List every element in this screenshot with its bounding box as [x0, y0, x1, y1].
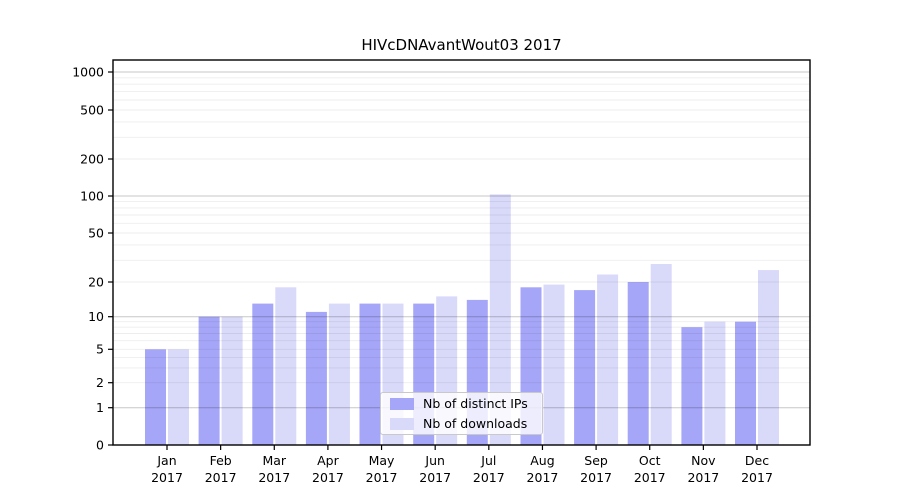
bar-may-distinct-ips: [359, 303, 381, 445]
bar-nov-downloads: [704, 321, 726, 445]
y-tick-label-0: 0: [96, 437, 104, 452]
x-tick-label-month-sep: Sep: [584, 453, 608, 468]
gridlines: [113, 71, 810, 409]
x-tick-label-month-jul: Jul: [480, 453, 496, 468]
x-tick-label-year-aug: 2017: [527, 470, 559, 485]
y-tick-label-200: 200: [80, 151, 104, 166]
legend-entry-distinct-ips: Nb of distinct IPs: [390, 396, 542, 411]
bar-dec-distinct-ips: [735, 321, 756, 445]
x-tick-label-month-oct: Oct: [639, 453, 661, 468]
bar-apr-distinct-ips: [305, 311, 327, 445]
x-tick-label-year-dec: 2017: [741, 470, 773, 485]
bar-jan-downloads: [168, 349, 189, 445]
x-tick-label-year-jun: 2017: [419, 470, 451, 485]
bar-feb-distinct-ips: [198, 316, 220, 445]
y-tick-label-2: 2: [96, 375, 104, 390]
bar-jan-distinct-ips: [145, 349, 166, 445]
y-tick-label-500: 500: [80, 102, 104, 117]
bar-aug-downloads: [543, 284, 565, 445]
y-tick-label-10: 10: [88, 309, 104, 324]
y-axis: 0 1 2 5 10 20 50 100 200 500 1000: [72, 64, 113, 452]
x-tick-label-month-jun: Jun: [424, 453, 445, 468]
bar-mar-downloads: [275, 287, 297, 445]
x-tick-label-month-feb: Feb: [210, 453, 232, 468]
x-tick-label-year-jul: 2017: [473, 470, 505, 485]
bar-jul-downloads: [489, 194, 511, 445]
x-tick-label-month-dec: Dec: [745, 453, 769, 468]
legend-entry-downloads: Nb of downloads: [390, 416, 542, 431]
bar-nov-distinct-ips: [681, 327, 703, 445]
legend-swatch-distinct-ips: [390, 397, 414, 410]
bar-sep-distinct-ips: [574, 290, 596, 445]
bar-oct-distinct-ips: [627, 282, 649, 445]
x-tick-label-year-nov: 2017: [687, 470, 719, 485]
bar-oct-downloads: [650, 264, 672, 445]
x-tick-label-year-jan: 2017: [151, 470, 183, 485]
bar-apr-downloads: [328, 303, 350, 445]
x-tick-label-month-jan: Jan: [156, 453, 176, 468]
chart-title: HIVcDNAvantWout03 2017: [361, 36, 562, 54]
y-tick-label-50: 50: [88, 225, 104, 240]
x-tick-label-year-apr: 2017: [312, 470, 344, 485]
x-tick-label-month-aug: Aug: [530, 453, 554, 468]
bar-dec-downloads: [758, 270, 779, 445]
y-tick-label-1: 1: [96, 400, 104, 415]
legend: Nb of distinct IPs Nb of downloads: [380, 392, 543, 435]
bar-feb-downloads: [221, 316, 243, 445]
legend-label-downloads: Nb of downloads: [423, 416, 528, 431]
x-tick-label-year-sep: 2017: [580, 470, 612, 485]
x-tick-label-year-feb: 2017: [205, 470, 237, 485]
x-tick-label-month-may: May: [369, 453, 395, 468]
x-tick-label-year-mar: 2017: [258, 470, 290, 485]
x-tick-label-month-mar: Mar: [262, 453, 286, 468]
legend-label-distinct-ips: Nb of distinct IPs: [423, 396, 528, 411]
y-tick-label-5: 5: [96, 342, 104, 357]
axes-frame: [112, 59, 811, 446]
bar-sep-downloads: [597, 274, 619, 445]
x-axis: Jan 2017 Feb 2017 Mar 2017 Apr 2017 May 2017 Jun 20…: [151, 445, 773, 485]
x-tick-label-month-nov: Nov: [691, 453, 716, 468]
x-tick-label-month-apr: Apr: [317, 453, 339, 468]
y-tick-label-20: 20: [88, 274, 104, 289]
bar-mar-distinct-ips: [252, 303, 274, 445]
x-tick-label-year-oct: 2017: [634, 470, 666, 485]
legend-swatch-downloads: [390, 417, 414, 430]
x-tick-label-year-may: 2017: [366, 470, 398, 485]
y-tick-label-1000: 1000: [72, 64, 104, 79]
y-tick-label-100: 100: [80, 188, 104, 203]
